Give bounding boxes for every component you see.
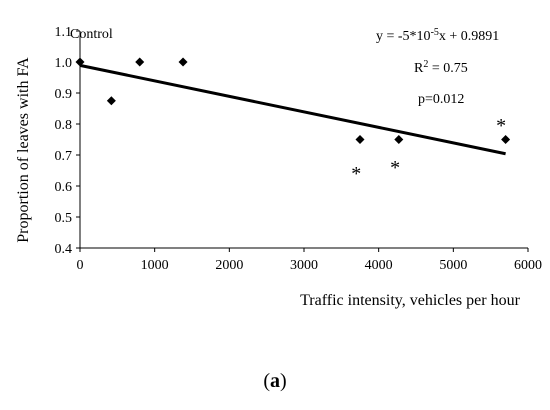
- x-tick-label: 0: [77, 258, 84, 273]
- y-tick-label: 0.8: [55, 118, 73, 133]
- figure-caption: (a): [263, 370, 287, 392]
- r-squared: R2 = 0.75: [414, 59, 468, 77]
- x-tick-label: 6000: [514, 258, 542, 273]
- x-tick-label: 4000: [365, 258, 393, 273]
- x-axis-title: Traffic intensity, vehicles per hour: [300, 292, 520, 309]
- data-point: [106, 96, 116, 106]
- y-tick-label: 0.4: [55, 242, 73, 257]
- y-axis-title: Proportion of leaves with FA: [15, 57, 32, 243]
- p-value: p=0.012: [418, 92, 464, 107]
- data-point: [355, 135, 365, 144]
- x-tick-label: 2000: [215, 258, 243, 273]
- y-tick-label: 0.7: [55, 149, 73, 164]
- significance-asterisk: *: [496, 115, 506, 137]
- data-point: [75, 57, 85, 67]
- scatter-chart: 0.4 0.5 0.6 0.7 0.8 0.9 1.0 1.1 0 1000 2000 3000 40…: [15, 25, 542, 309]
- y-tick-label: 1.0: [55, 56, 73, 71]
- data-point: [135, 57, 145, 67]
- x-tick-label: 3000: [290, 258, 318, 273]
- y-tick-label: 0.6: [55, 180, 73, 195]
- trend-line: [79, 63, 506, 156]
- y-tick-label: 1.1: [55, 25, 73, 40]
- significance-asterisk: *: [390, 157, 400, 179]
- x-tick-label: 1000: [141, 258, 169, 273]
- y-tick-label: 0.9: [55, 87, 73, 102]
- significance-asterisk: *: [351, 163, 361, 185]
- x-tick-label: 5000: [439, 258, 467, 273]
- data-point: [178, 57, 188, 67]
- regression-equation: y = -5*10-5x + 0.9891: [376, 27, 499, 45]
- data-point: [394, 135, 404, 144]
- y-tick-label: 0.5: [55, 211, 73, 226]
- control-label: Control: [70, 27, 113, 42]
- data-point: [501, 135, 511, 144]
